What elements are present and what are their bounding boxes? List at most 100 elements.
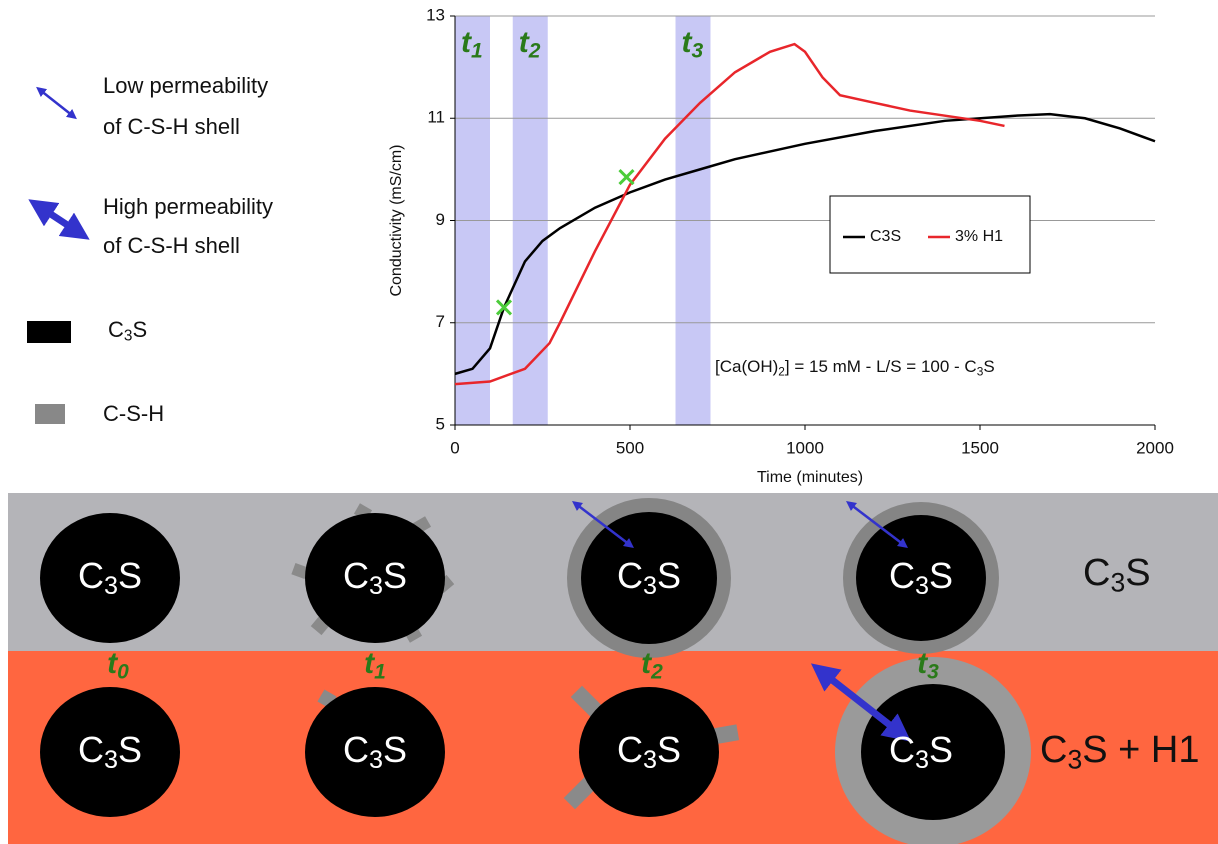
time-label: t1 [364, 647, 386, 683]
subscript: 3 [369, 746, 383, 774]
y-tick-label: 9 [436, 210, 445, 229]
text-part: C [889, 729, 915, 770]
particle [40, 513, 180, 643]
y-tick-label: 5 [436, 414, 445, 433]
particle-label: C3S [617, 555, 681, 600]
c3s-swatch [27, 321, 71, 343]
subscript: 3 [643, 572, 657, 600]
legend-text: C3S [108, 317, 147, 345]
particle [40, 687, 180, 817]
y-tick-label: 13 [426, 5, 445, 24]
particle [305, 513, 445, 643]
legend-text: Low permeability [103, 73, 268, 98]
text-part: S [118, 555, 142, 596]
text-part: ] = 15 mM - L/S = 100 - C [785, 357, 977, 376]
x-tick-label: 1500 [961, 438, 999, 457]
x-tick-label: 2000 [1136, 438, 1174, 457]
y-tick-label: 11 [427, 108, 445, 127]
high-perm-arrow [28, 199, 90, 240]
band-label: t1 [461, 26, 483, 62]
subscript: 3 [369, 572, 383, 600]
text-part: C [617, 729, 643, 770]
subscript: 3 [1067, 745, 1082, 775]
text-part: C [889, 555, 915, 596]
text-part: t [519, 26, 531, 59]
particle [579, 687, 719, 817]
particle [305, 687, 445, 817]
subscript: 3 [104, 572, 118, 600]
text-part: S [929, 555, 953, 596]
text-part: C [343, 729, 369, 770]
x-axis-label: Time (minutes) [757, 469, 863, 486]
subscript: 3 [927, 660, 939, 683]
text-part: C [108, 317, 124, 342]
text-part: C [78, 729, 104, 770]
text-part: t [107, 647, 119, 680]
x-tick-label: 500 [616, 438, 644, 457]
text-part: [Ca(OH) [715, 357, 778, 376]
text-part: S [983, 357, 994, 376]
cross-marker [618, 168, 635, 186]
text-part: S + H1 [1082, 729, 1199, 771]
legend-text: C-S-H [103, 401, 164, 426]
particle-label: C3S [78, 729, 142, 774]
text-part: t [461, 26, 473, 59]
high-perm-arrow [810, 663, 912, 742]
text-part: C [617, 555, 643, 596]
cross-marker [495, 299, 513, 316]
subscript: 2 [528, 39, 541, 62]
annotation: [Ca(OH)2] = 15 mM - L/S = 100 - C3S [715, 357, 995, 378]
text-part: t [364, 647, 376, 680]
subscript: 3 [915, 746, 929, 774]
legend-box [829, 195, 1031, 274]
text-part: t [917, 647, 929, 680]
subscript: 2 [650, 660, 663, 683]
time-label: t3 [917, 647, 939, 683]
subscript: 3 [915, 572, 929, 600]
subscript: 1 [374, 660, 386, 683]
particle-label: C3S [889, 555, 953, 600]
text-part: S [657, 729, 681, 770]
y-tick-label: 7 [436, 312, 445, 331]
subscript: 3 [692, 39, 704, 62]
low-perm-arrow [36, 86, 77, 120]
time-label: t0 [107, 647, 129, 683]
y-axis-label: Conductivity (mS/cm) [388, 144, 405, 296]
legend-text: of C-S-H shell [103, 233, 240, 258]
legend-label: C3S [870, 228, 901, 245]
text-part: C [78, 555, 104, 596]
text-part: t [641, 647, 653, 680]
x-tick-label: 0 [450, 438, 459, 457]
band-label: t2 [519, 26, 541, 62]
text-part: t [682, 26, 694, 59]
particle-label: C3S [889, 729, 953, 774]
x-tick-label: 1000 [786, 438, 824, 457]
series-line [454, 112, 1156, 376]
band-label: t3 [682, 26, 704, 62]
particle-label: C3S [343, 555, 407, 600]
text-part: C [343, 555, 369, 596]
text-part: S [657, 555, 681, 596]
subscript: 3 [124, 328, 133, 345]
subscript: 0 [117, 660, 129, 683]
legend-text: High permeability [103, 194, 273, 219]
legend-panel: Low permeability of C-S-H shell High perme… [27, 73, 273, 426]
particle-label: C3S [78, 555, 142, 600]
row-label: C3S [1083, 552, 1151, 598]
particle-label: C3S [617, 729, 681, 774]
text-part: C [1083, 552, 1110, 594]
subscript: 1 [471, 39, 483, 62]
series-line [454, 42, 1005, 386]
row-label: C3S + H1 [1040, 729, 1199, 775]
time-label: t2 [641, 647, 663, 683]
legend-text: of C-S-H shell [103, 114, 240, 139]
subscript: 3 [104, 746, 118, 774]
low-perm-arrow [572, 500, 634, 549]
subscript: 2 [778, 364, 785, 378]
subscript: 3 [977, 364, 984, 378]
text-part: S [929, 729, 953, 770]
legend-label: 3% H1 [955, 228, 1003, 245]
